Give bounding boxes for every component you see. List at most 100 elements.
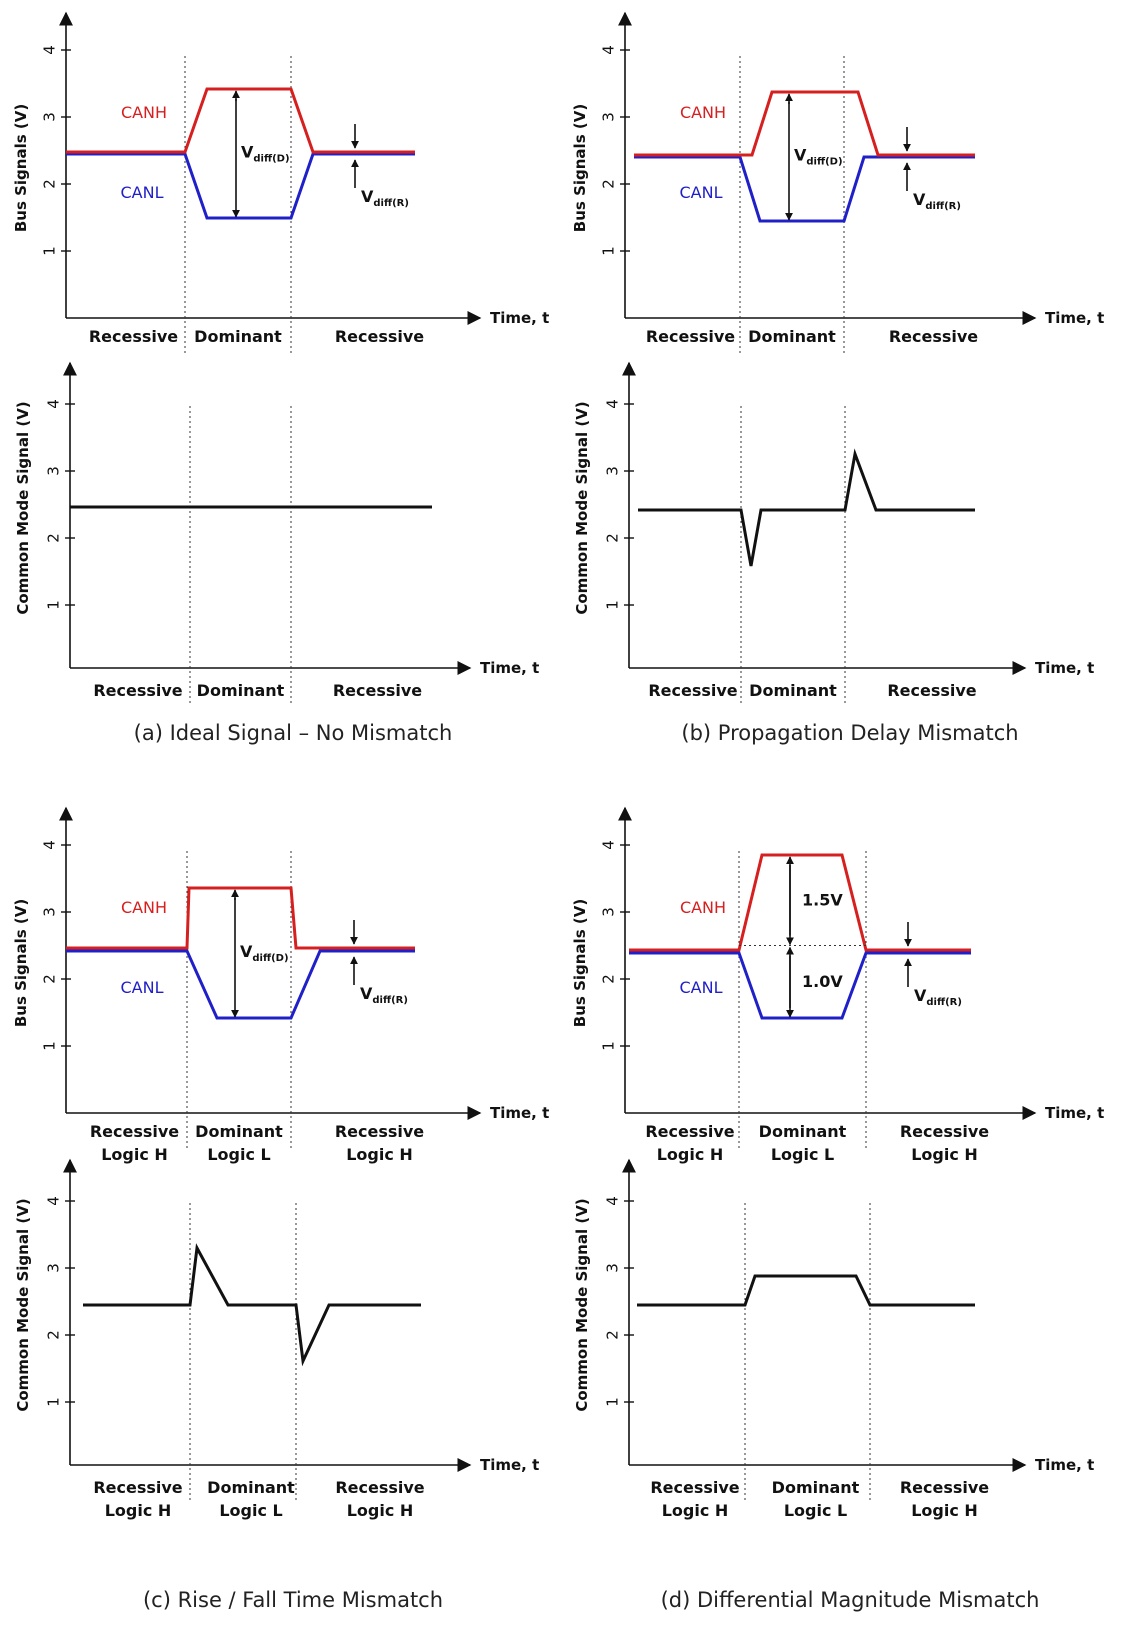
y-axis-label: Bus Signals (V) (571, 899, 589, 1027)
vdiff-dominant-label: Vdiff(D) (794, 146, 843, 168)
panel-a: Time, t 1 2 3 4 Bus Signals (V) CANH CANL Vdiff(… (12, 11, 549, 745)
x-axis-label: Time, t (480, 659, 539, 677)
y-tick-label: 2 (600, 179, 618, 189)
y-tick-label: 3 (41, 907, 59, 917)
v-subscript: diff(D) (806, 157, 842, 168)
cm-segment-label: Recessive (887, 681, 976, 700)
y-tick-label: 3 (600, 112, 618, 122)
vdiff-recessive-label: Vdiff(R) (360, 984, 408, 1006)
y-axis-label: Bus Signals (V) (571, 104, 589, 232)
y-tick-label: 1 (604, 1397, 622, 1407)
cm-segment-label: Recessive (648, 681, 737, 700)
canl-label: CANL (680, 978, 723, 997)
canl-label: CANL (121, 978, 164, 997)
panel-c: Time, t 1 2 3 4 Bus Signals (V) CANH CANL Vdiff(… (12, 806, 549, 1612)
canl-trace (66, 949, 415, 1020)
y-axis-label: Bus Signals (V) (12, 899, 30, 1027)
y-tick-label: 2 (604, 533, 622, 543)
bus-segment-label: Recessive (646, 327, 735, 346)
cm-segment-label: Logic L (784, 1501, 847, 1520)
canl-label: CANL (680, 183, 723, 202)
y-tick-label: 4 (45, 1196, 63, 1206)
vdiff-dominant-label: Vdiff(D) (240, 942, 289, 964)
bus-segment-label: Recessive (900, 1122, 989, 1141)
bus-segment-label: Logic H (101, 1145, 168, 1164)
bus-segment-label: Logic L (771, 1145, 834, 1164)
panel-b: Time, t 1 2 3 4 Bus Signals (V) CANH CANL Vdiff(… (571, 11, 1104, 745)
canl-label: CANL (121, 183, 164, 202)
bus-segment-label: Dominant (759, 1122, 847, 1141)
canh-label: CANH (680, 103, 726, 122)
v-symbol: V (794, 146, 807, 165)
cm-segment-label: Recessive (93, 681, 182, 700)
canh-trace (66, 87, 415, 154)
v-symbol: V (240, 942, 253, 961)
cm-segment-label: Dominant (207, 1478, 295, 1497)
panel-d: Time, t 1 2 3 4 Bus Signals (V) CANH CANL 1.5V 1.… (571, 806, 1104, 1612)
panel-caption: (c) Rise / Fall Time Mismatch (143, 1588, 443, 1612)
bus-segment-label: Recessive (645, 1122, 734, 1141)
y-tick-label: 2 (45, 533, 63, 543)
v-subscript: diff(R) (925, 201, 961, 212)
cm-segment-label: Logic H (911, 1501, 978, 1520)
cm-segment-label: Dominant (749, 681, 837, 700)
y-axis-label: Common Mode Signal (V) (573, 401, 591, 614)
lower-diff-value: 1.0V (802, 972, 843, 991)
y-tick-label: 4 (41, 45, 59, 55)
y-tick-label: 4 (45, 399, 63, 409)
bus-segment-label: Recessive (90, 1122, 179, 1141)
y-tick-label: 1 (45, 1397, 63, 1407)
cm-segment-label: Recessive (93, 1478, 182, 1497)
cm-segment-label: Recessive (650, 1478, 739, 1497)
y-tick-label: 3 (604, 466, 622, 476)
y-tick-label: 3 (600, 907, 618, 917)
cm-segment-label: Logic L (219, 1501, 282, 1520)
x-axis-label: Time, t (1045, 309, 1104, 327)
upper-diff-value: 1.5V (802, 890, 843, 909)
v-subscript: diff(D) (252, 953, 288, 964)
canh-label: CANH (121, 103, 167, 122)
canh-label: CANH (121, 898, 167, 917)
canl-trace (629, 951, 971, 1020)
common-mode-plot: Time, t 1 2 3 4 Common Mode Signal (V) Recessi… (573, 1158, 1094, 1520)
bus-segment-label: Recessive (89, 327, 178, 346)
panel-caption: (b) Propagation Delay Mismatch (681, 721, 1018, 745)
cm-segment-label: Recessive (900, 1478, 989, 1497)
vdiff-recessive-label: Vdiff(R) (914, 986, 962, 1008)
y-tick-label: 1 (41, 246, 59, 256)
x-axis-label: Time, t (490, 309, 549, 327)
y-tick-label: 1 (41, 1041, 59, 1051)
cm-segment-label: Logic H (662, 1501, 729, 1520)
y-tick-label: 4 (41, 840, 59, 850)
y-tick-label: 3 (45, 466, 63, 476)
x-axis-label: Time, t (1045, 1104, 1104, 1122)
panel-caption: (d) Differential Magnitude Mismatch (661, 1588, 1040, 1612)
y-tick-label: 2 (41, 974, 59, 984)
bus-signals-plot: Time, t 1 2 3 4 Bus Signals (V) CANH CANL Vdiff(… (12, 806, 549, 1164)
v-subscript: diff(R) (926, 997, 962, 1008)
common-mode-trace (83, 1243, 421, 1367)
y-tick-label: 1 (600, 246, 618, 256)
bus-segment-label: Logic L (207, 1145, 270, 1164)
y-tick-label: 1 (45, 600, 63, 610)
v-subscript: diff(R) (373, 198, 409, 209)
cm-segment-label: Dominant (197, 681, 285, 700)
vdiff-recessive-label: Vdiff(R) (361, 187, 409, 209)
canl-trace (634, 155, 975, 223)
bus-segment-label: Dominant (194, 327, 282, 346)
y-tick-label: 4 (604, 399, 622, 409)
x-axis-label: Time, t (490, 1104, 549, 1122)
y-tick-label: 3 (45, 1263, 63, 1273)
common-mode-plot: Time, t 1 2 3 4 Common Mode Signal (V) Recessi… (14, 1158, 539, 1520)
v-symbol: V (361, 187, 374, 206)
y-tick-label: 2 (41, 179, 59, 189)
canl-trace (66, 152, 415, 220)
y-tick-label: 1 (604, 600, 622, 610)
panel-caption: (a) Ideal Signal – No Mismatch (134, 721, 453, 745)
bus-segment-label: Logic H (657, 1145, 724, 1164)
cm-segment-label: Recessive (335, 1478, 424, 1497)
v-subscript: diff(R) (372, 995, 408, 1006)
bus-signals-plot: Time, t 1 2 3 4 Bus Signals (V) CANH CANL Vdiff(… (12, 11, 549, 356)
vdiff-recessive-label: Vdiff(R) (913, 190, 961, 212)
